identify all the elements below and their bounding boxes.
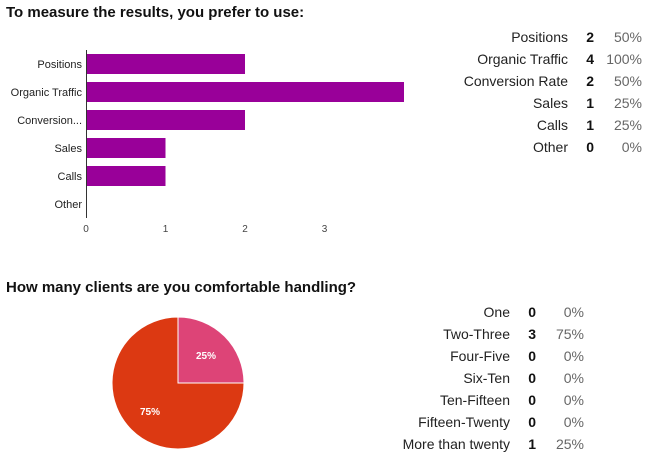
pie-data-label: 75% [140, 407, 160, 418]
summary-label: More than twenty [402, 436, 510, 452]
summary-row: Six-Ten 0 0% [403, 367, 584, 389]
summary-count: 1 [586, 95, 594, 111]
summary-row: One 0 0% [403, 301, 584, 323]
summary-row: Four-Five 0 0% [403, 345, 584, 367]
summary-label: Organic Traffic [477, 51, 568, 67]
summary-row: Fifteen-Twenty 0 0% [403, 411, 584, 433]
summary-label: Two-Three [443, 326, 510, 342]
bar-category-label: Sales [54, 143, 82, 155]
summary-row: Organic Traffic 4 100% [464, 48, 642, 70]
summary-percent: 0% [563, 392, 584, 408]
summary-row: Conversion Rate 2 50% [464, 70, 642, 92]
summary-percent: 100% [606, 51, 642, 67]
summary-percent: 0% [621, 139, 642, 155]
summary-count: 0 [586, 139, 594, 155]
summary-label: Ten-Fifteen [439, 392, 510, 408]
summary-row: Other 0 0% [464, 136, 642, 158]
summary-label: Calls [536, 117, 568, 133]
question-1-title: To measure the results, you prefer to us… [6, 4, 305, 21]
x-tick-label: 1 [163, 224, 169, 235]
bar-chart: Positions Organic Traffic Conversion... Sal… [11, 50, 404, 235]
summary-count: 0 [528, 392, 536, 408]
pie-chart: 25% 75% [111, 316, 245, 450]
question-2-title: How many clients are you comfortable han… [6, 279, 357, 296]
bar-category-label: Conversion... [17, 115, 82, 127]
bar-category-label: Other [54, 199, 82, 211]
bar [86, 166, 166, 186]
summary-label: One [483, 304, 510, 320]
summary-row: More than twenty 1 25% [403, 433, 584, 455]
bar-category-label: Calls [58, 171, 83, 183]
summary-count: 2 [586, 29, 594, 45]
summary-row: Two-Three 3 75% [403, 323, 584, 345]
summary-label: Positions [511, 29, 568, 45]
pie-data-label: 25% [196, 351, 216, 362]
bar [86, 110, 245, 130]
bar [86, 82, 404, 102]
summary-count: 0 [528, 370, 536, 386]
summary-percent: 25% [613, 117, 642, 133]
summary-count: 4 [586, 51, 594, 67]
question-2-summary-table: One 0 0% Two-Three 3 75% Four-Five 0 0% Six-Ten 0 0… [403, 301, 584, 455]
summary-row: Calls 1 25% [464, 114, 642, 136]
summary-count: 0 [528, 414, 536, 430]
summary-percent: 0% [563, 348, 584, 364]
summary-row: Sales 1 25% [464, 92, 642, 114]
summary-label: Six-Ten [463, 370, 510, 386]
bar-category-label: Positions [37, 59, 82, 71]
pie-slice [177, 316, 245, 384]
question-1-summary-table: Positions 2 50% Organic Traffic 4 100% Convers… [464, 26, 642, 158]
summary-label: Conversion Rate [463, 73, 568, 89]
pie-slice [111, 316, 245, 450]
x-tick-label: 3 [322, 224, 328, 235]
summary-percent: 0% [563, 304, 584, 320]
bar [86, 54, 245, 74]
summary-percent: 50% [613, 73, 642, 89]
x-tick-label: 0 [83, 224, 89, 235]
summary-count: 0 [528, 348, 536, 364]
summary-percent: 75% [555, 326, 584, 342]
bar-category-label: Organic Traffic [11, 87, 83, 99]
summary-row: Ten-Fifteen 0 0% [403, 389, 584, 411]
summary-label: Fifteen-Twenty [418, 414, 510, 430]
summary-percent: 25% [555, 436, 584, 452]
summary-percent: 0% [563, 370, 584, 386]
summary-count: 1 [586, 117, 594, 133]
summary-label: Four-Five [450, 348, 510, 364]
summary-percent: 0% [563, 414, 584, 430]
summary-percent: 25% [613, 95, 642, 111]
x-tick-label: 2 [242, 224, 248, 235]
summary-count: 1 [528, 436, 536, 452]
summary-row: Positions 2 50% [464, 26, 642, 48]
summary-count: 0 [528, 304, 536, 320]
summary-label: Sales [532, 95, 568, 111]
summary-label: Other [532, 139, 568, 155]
summary-count: 2 [586, 73, 594, 89]
bar [86, 138, 166, 158]
summary-percent: 50% [613, 29, 642, 45]
summary-count: 3 [528, 326, 536, 342]
